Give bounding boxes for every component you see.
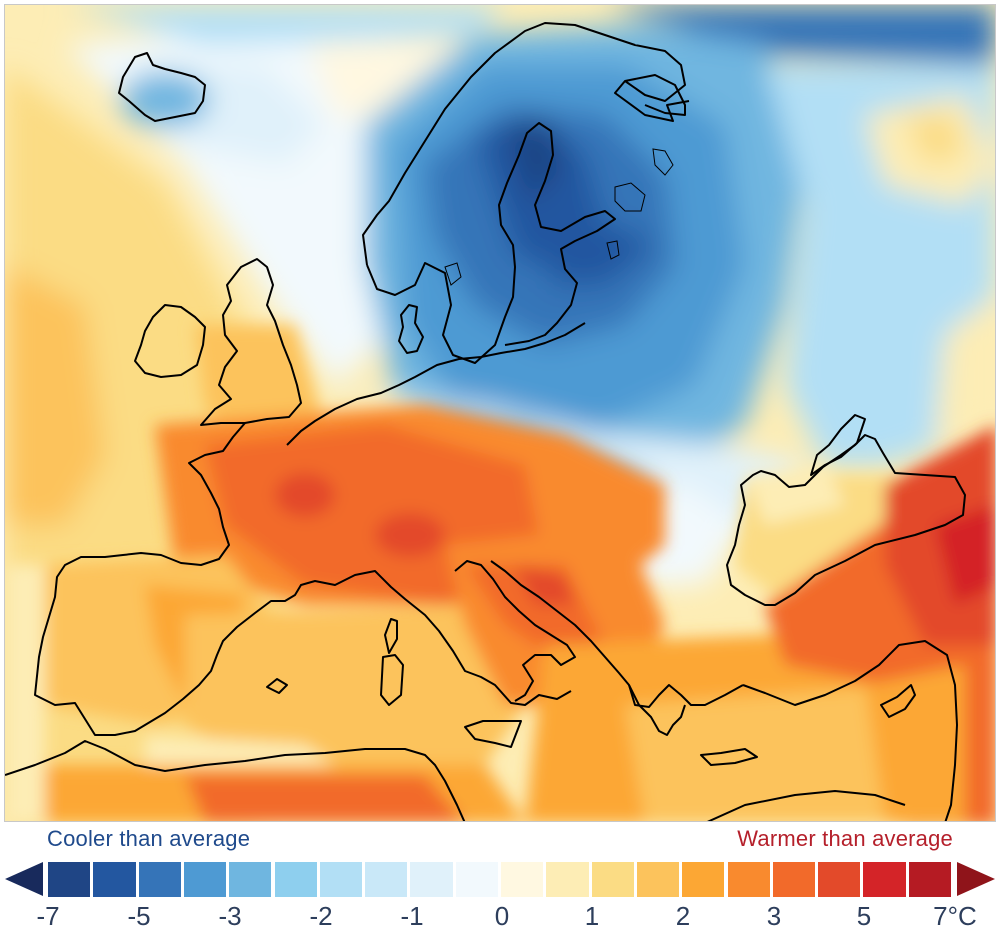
colorbar-tick-label: 1 [584, 901, 600, 931]
map-canvas [5, 5, 995, 821]
colorbar-swatch [727, 862, 770, 897]
colorbar-swatch [93, 862, 136, 897]
colorbar-tick-label: -1 [400, 901, 424, 931]
colorbar-tick-label: 2 [675, 901, 691, 931]
colorbar-swatch [138, 862, 181, 897]
colorbar-tick-label: 0 [494, 901, 510, 931]
legend-warm-label: Warmer than average [737, 826, 953, 851]
legend-cool-label: Cooler than average [47, 826, 251, 851]
colorbar-swatch [682, 862, 725, 897]
colorbar-tick-label: -5 [127, 901, 151, 931]
colorbar-tick-label: 5 [856, 901, 872, 931]
colorbar-low-extend-arrow [5, 862, 43, 896]
warm-field [5, 325, 995, 821]
temperature-anomaly-map [4, 4, 996, 822]
colorbar-swatch [455, 862, 498, 897]
colorbar-swatch [863, 862, 906, 897]
anomaly-field [5, 5, 995, 821]
colorbar-swatch [501, 862, 544, 897]
colorbar-swatch [48, 862, 91, 897]
colorbar [5, 862, 995, 898]
colorbar-swatch [818, 862, 861, 897]
colorbar-swatch [636, 862, 680, 897]
colorbar-swatch [183, 862, 227, 897]
colorbar-swatch [410, 862, 453, 897]
colorbar-tick-label: -2 [309, 901, 333, 931]
colorbar-swatch [591, 862, 634, 897]
coastlines [5, 22, 966, 821]
colorbar-swatch [908, 862, 951, 897]
colorbar-tick-label: 7°C [933, 901, 977, 931]
colorbar-swatch [229, 862, 272, 897]
colorbar-swatch [772, 862, 816, 897]
colorbar-tick-label: -3 [218, 901, 242, 931]
colorbar-swatch [546, 862, 589, 897]
colorbar-tick-label: -7 [36, 901, 60, 931]
colorbar-high-extend-arrow [957, 862, 995, 896]
colorbar-swatch [274, 862, 317, 897]
colorbar-swatch [319, 862, 363, 897]
colorbar-tick-label: 3 [766, 901, 782, 931]
colorbar-swatch [365, 862, 408, 897]
lakes [444, 148, 674, 286]
